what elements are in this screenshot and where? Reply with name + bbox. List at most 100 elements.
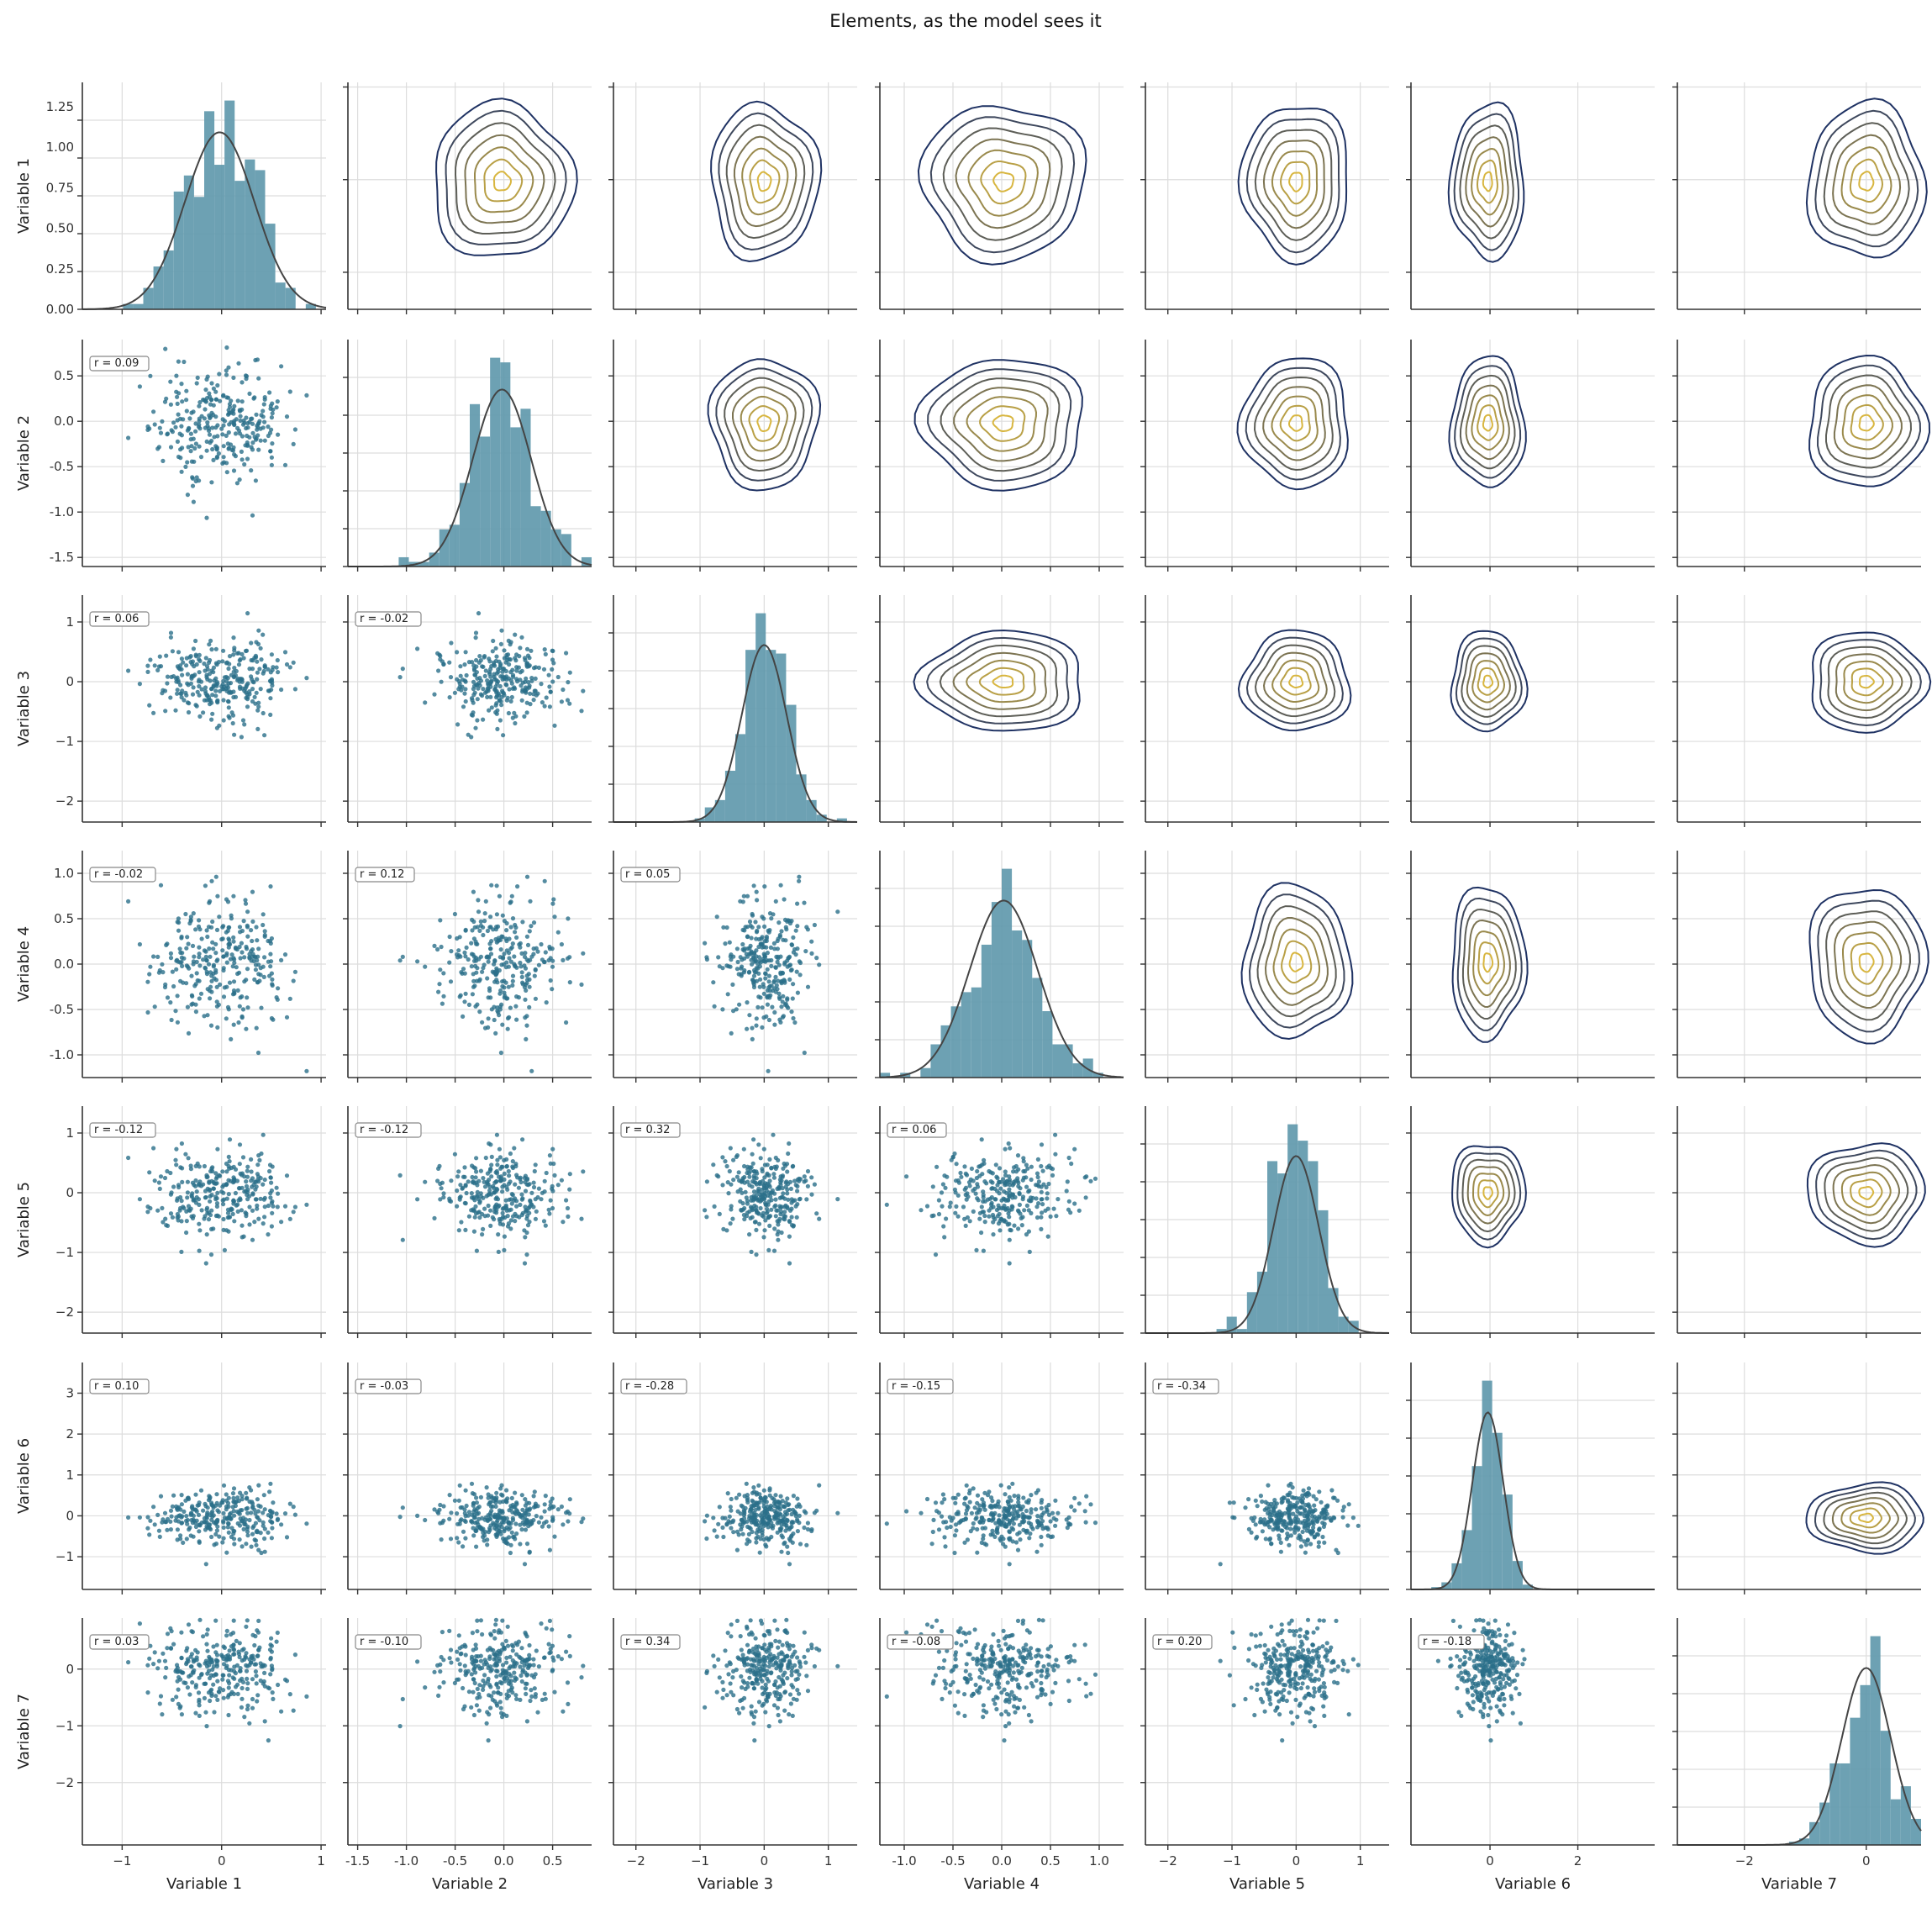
scatter-point	[213, 874, 218, 879]
scatter-point	[714, 1534, 719, 1539]
panel-r2-c4	[875, 340, 1124, 572]
scatter-point	[438, 967, 443, 972]
panel-r5-c6	[1406, 1106, 1655, 1338]
scatter-point	[489, 1162, 494, 1167]
scatter-point	[953, 1190, 958, 1195]
scatter-point	[567, 701, 572, 706]
scatter-point	[210, 693, 215, 698]
scatter-point	[533, 967, 538, 972]
scatter-point	[185, 493, 190, 498]
scatter-point	[267, 1168, 272, 1174]
scatter-point	[492, 959, 497, 964]
scatter-point	[231, 675, 237, 680]
scatter-point	[191, 1513, 196, 1518]
y-axis-label: Variable 2	[15, 415, 33, 491]
scatter-point	[502, 990, 507, 995]
scatter-point	[725, 992, 730, 997]
scatter-point	[232, 403, 237, 408]
scatter-point	[533, 996, 539, 1001]
scatter-point	[175, 1020, 180, 1025]
scatter-point	[184, 946, 189, 951]
scatter-point	[959, 1174, 964, 1179]
kde-contour	[952, 651, 1047, 710]
scatter-point	[485, 976, 490, 981]
scatter-point	[201, 710, 206, 715]
panel-r5-c4: r = 0.06	[875, 1106, 1124, 1338]
scatter-point	[507, 1015, 512, 1020]
scatter-point	[225, 698, 231, 704]
scatter-point	[197, 670, 202, 675]
scatter-point	[145, 663, 150, 668]
scatter-point	[449, 949, 454, 954]
scatter-point	[269, 971, 274, 976]
scatter-point	[802, 1525, 807, 1531]
scatter-point	[215, 382, 220, 388]
scatter-point	[179, 1219, 184, 1224]
scatter-point	[177, 946, 182, 951]
scatter-point	[474, 958, 479, 963]
scatter-point	[514, 965, 519, 970]
scatter-point	[492, 1190, 497, 1195]
scatter-point	[243, 443, 248, 448]
scatter-point	[546, 672, 551, 677]
scatter-point	[447, 934, 452, 940]
scatter-point	[462, 999, 467, 1004]
scatter-point	[1019, 1215, 1024, 1220]
scatter-point	[179, 433, 184, 438]
scatter-point	[933, 1252, 939, 1257]
scatter-point	[522, 984, 528, 990]
scatter-point	[762, 1498, 767, 1503]
panel-r3-c6	[1406, 595, 1655, 827]
scatter-point	[188, 449, 193, 454]
kde-contour	[1477, 941, 1499, 985]
scatter-point	[552, 1534, 557, 1539]
scatter-point	[270, 683, 275, 688]
scatter-point	[734, 1495, 739, 1500]
scatter-point	[185, 1179, 190, 1184]
y-tick-label: 0.50	[46, 221, 74, 236]
scatter-point	[730, 982, 735, 987]
scatter-point	[255, 938, 260, 943]
scatter-point	[493, 646, 498, 651]
scatter-point	[397, 958, 403, 963]
scatter-point	[226, 430, 231, 435]
scatter-point	[812, 1182, 818, 1187]
scatter-point	[727, 1514, 732, 1519]
scatter-point	[168, 630, 174, 635]
scatter-point	[772, 1509, 777, 1514]
scatter-point	[764, 945, 769, 950]
scatter-point	[261, 668, 266, 673]
kde-contour	[1477, 667, 1500, 696]
scatter-point	[176, 928, 182, 933]
scatter-point	[232, 648, 237, 653]
scatter-point	[238, 418, 243, 424]
scatter-point	[494, 1207, 499, 1213]
y-tick-label: 2	[66, 1426, 74, 1442]
scatter-point	[487, 955, 492, 960]
scatter-point	[165, 681, 170, 686]
scatter-point	[703, 941, 708, 946]
y-tick-label: 0.25	[46, 261, 74, 277]
kde-contour	[1843, 660, 1894, 704]
scatter-point	[518, 945, 523, 950]
scatter-point	[489, 1508, 494, 1514]
scatter-point	[449, 1510, 454, 1515]
scatter-point	[466, 1513, 471, 1518]
scatter-point	[482, 911, 487, 916]
panel-r3-c4	[875, 595, 1124, 827]
kde-contour	[741, 147, 789, 216]
scatter-point	[439, 1186, 444, 1191]
kde-contour	[718, 112, 814, 251]
correlation-text: r = -0.12	[94, 1124, 143, 1136]
scatter-point	[279, 1522, 284, 1527]
scatter-point	[524, 646, 530, 651]
scatter-point	[488, 1167, 493, 1172]
scatter-point	[518, 960, 523, 966]
scatter-point	[513, 1521, 519, 1526]
scatter-point	[550, 987, 555, 992]
scatter-point	[567, 955, 572, 960]
scatter-point	[240, 1155, 246, 1160]
scatter-point	[165, 674, 171, 679]
scatter-point	[262, 1177, 267, 1183]
